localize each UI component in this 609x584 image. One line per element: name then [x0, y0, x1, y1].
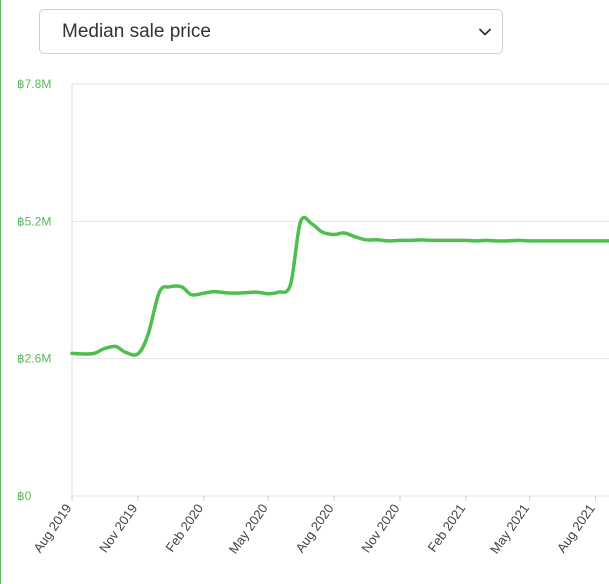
y-tick-label: ฿5.2M	[17, 214, 51, 228]
x-tick-label: May 2020	[226, 501, 271, 556]
metric-select-value: Median sale price	[62, 21, 211, 42]
x-tick-label: Nov 2019	[96, 501, 140, 555]
y-tick-label: ฿0	[17, 489, 32, 503]
panel-left-border	[0, 0, 1, 584]
y-tick-label: ฿2.6M	[17, 352, 51, 366]
metric-select[interactable]: Median sale price	[39, 9, 503, 54]
chevron-down-icon	[479, 28, 491, 36]
x-tick-label: Aug 2021	[554, 501, 598, 555]
x-tick-label: May 2021	[487, 501, 532, 556]
x-tick-label: Feb 2020	[162, 501, 206, 555]
x-tick-label: Nov 2020	[358, 501, 402, 555]
x-tick-label: Aug 2020	[292, 501, 336, 555]
series-line	[70, 215, 609, 357]
y-tick-label: ฿7.8M	[17, 77, 51, 91]
x-tick-label: Feb 2021	[425, 501, 469, 555]
x-tick-label: Aug 2019	[30, 501, 74, 555]
